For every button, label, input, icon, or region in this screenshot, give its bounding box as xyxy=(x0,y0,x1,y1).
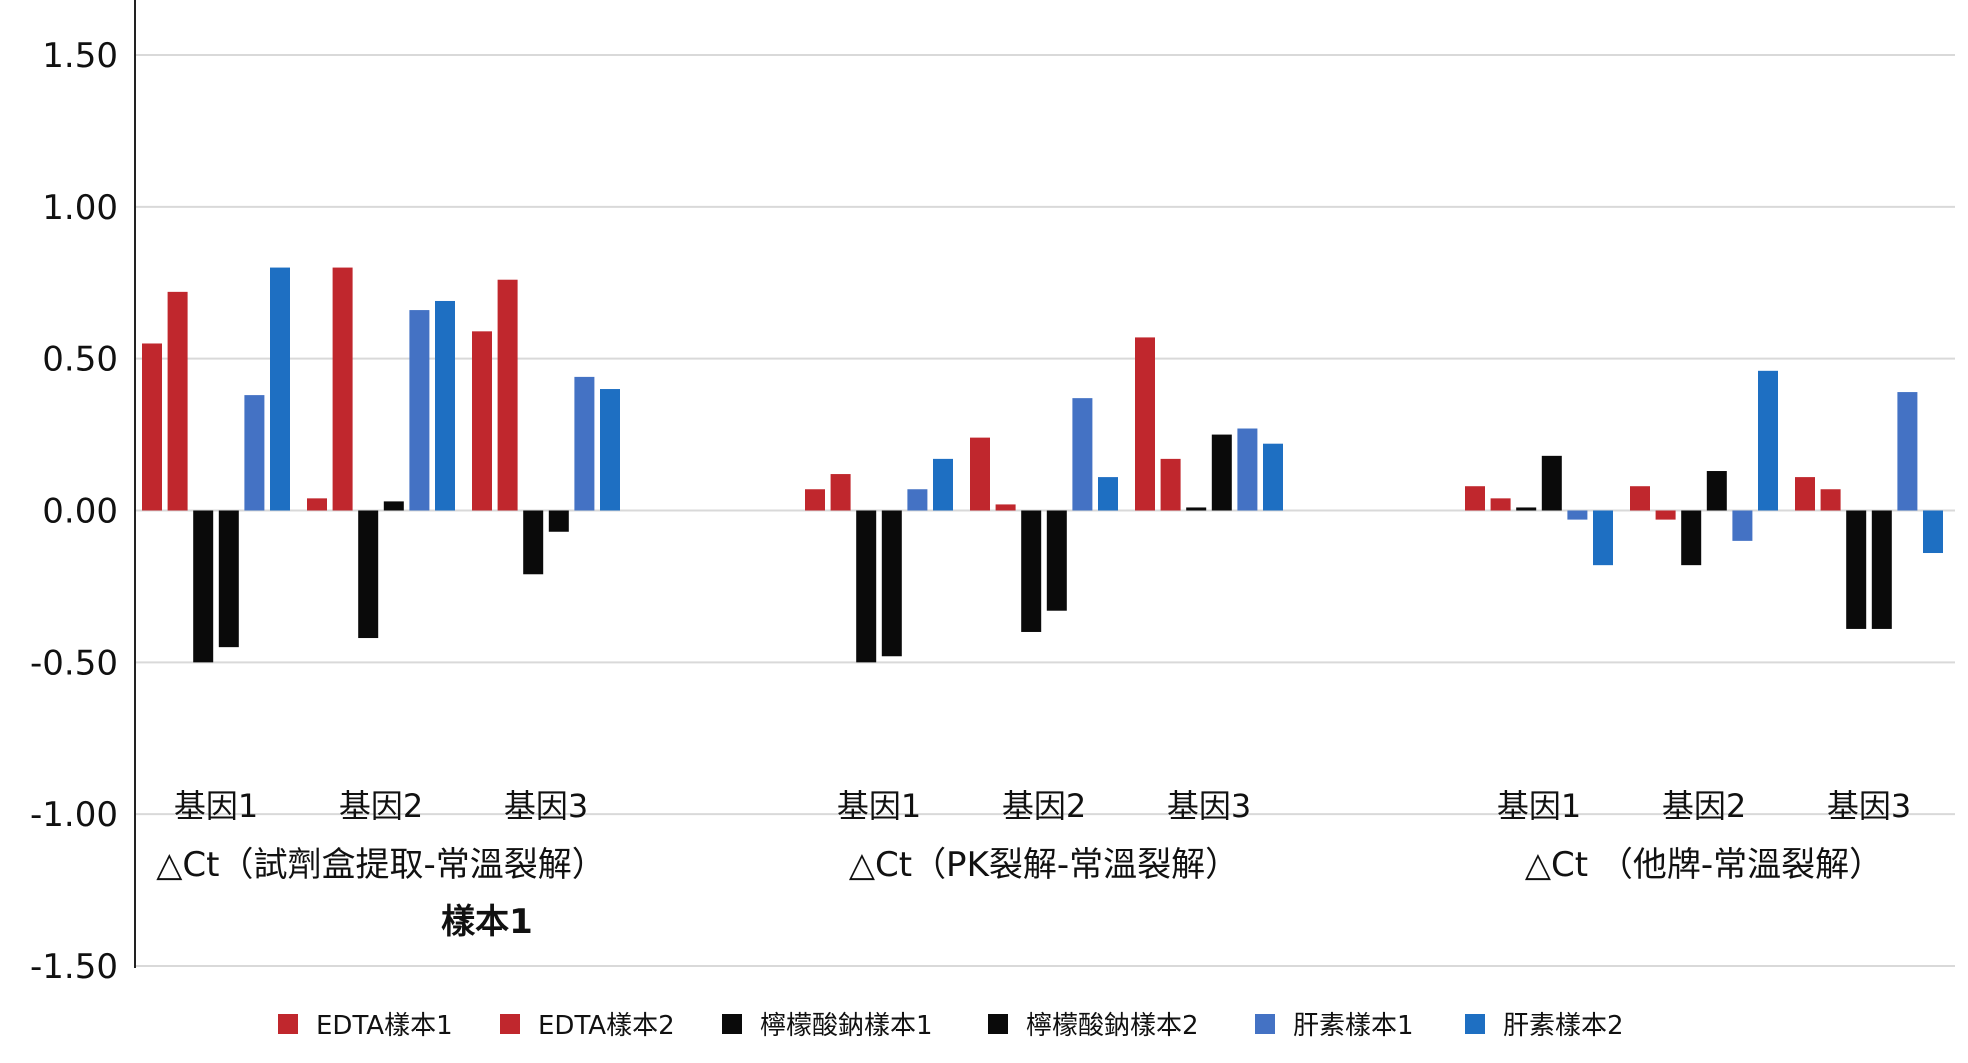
bars xyxy=(142,267,1943,663)
bar-1-2-2 xyxy=(332,267,353,511)
bar-2-1-6 xyxy=(933,458,953,511)
bar-3-3-2 xyxy=(1820,489,1841,511)
bar-2-2-1 xyxy=(970,437,990,511)
group-labels: △Ct（試劑盒提取-常溫裂解） △Ct（PK裂解-常溫裂解） △Ct （他牌-常溫裂… xyxy=(156,845,1883,885)
legend-label: 肝素樣本1 xyxy=(1293,1011,1414,1041)
category-label: 基因3 xyxy=(1827,787,1911,825)
bar-3-2-6 xyxy=(1758,370,1778,511)
category-label: 基因1 xyxy=(1497,787,1581,825)
legend: EDTA樣本1 EDTA樣本2 檸檬酸鈉樣本1 檸檬酸鈉樣本2 肝素樣本1 肝素樣本2 xyxy=(278,1011,1624,1041)
bar-3-2-4 xyxy=(1706,471,1727,511)
bar-2-1-3 xyxy=(856,510,877,663)
legend-label: 肝素樣本2 xyxy=(1503,1011,1624,1041)
bar-2-3-5 xyxy=(1237,428,1258,511)
category-label: 基因1 xyxy=(837,787,921,825)
legend-swatch xyxy=(500,1014,520,1034)
bar-2-3-1 xyxy=(1135,337,1155,511)
legend-label: 檸檬酸鈉樣本2 xyxy=(1026,1011,1199,1041)
bar-3-3-4 xyxy=(1871,510,1892,629)
legend-swatch xyxy=(278,1014,298,1034)
bar-3-3-1 xyxy=(1795,477,1815,511)
category-labels: 基因1 基因2 基因3 基因1 基因2 基因3 基因1 基因2 基因3 xyxy=(174,787,1911,825)
bar-1-1-3 xyxy=(193,510,214,663)
group-label: △Ct（PK裂解-常溫裂解） xyxy=(849,845,1239,885)
legend-label: 檸檬酸鈉樣本1 xyxy=(760,1011,933,1041)
bar-3-3-3 xyxy=(1846,510,1867,629)
bar-1-1-4 xyxy=(218,510,239,648)
legend-swatch xyxy=(1465,1014,1485,1034)
bar-2-3-4 xyxy=(1211,434,1232,511)
bar-2-1-5 xyxy=(907,489,928,511)
y-tick-label: -1.50 xyxy=(30,947,118,987)
category-label: 基因3 xyxy=(504,787,588,825)
y-tick-label: 1.50 xyxy=(42,36,118,76)
bar-3-1-4 xyxy=(1541,455,1562,511)
bar-3-1-5 xyxy=(1567,510,1588,520)
bar-1-1-1 xyxy=(142,343,162,511)
category-label: 基因2 xyxy=(339,787,423,825)
bar-3-3-5 xyxy=(1897,392,1918,511)
category-label: 基因3 xyxy=(1167,787,1251,825)
bar-3-3-6 xyxy=(1923,510,1943,554)
bar-3-2-1 xyxy=(1630,486,1650,511)
legend-label: EDTA樣本1 xyxy=(316,1011,453,1041)
bar-3-1-3 xyxy=(1516,507,1537,511)
group-label: △Ct（試劑盒提取-常溫裂解） xyxy=(156,845,606,885)
legend-swatch xyxy=(1255,1014,1275,1034)
bar-1-1-5 xyxy=(244,395,265,511)
bar-1-3-1 xyxy=(472,331,492,511)
legend-swatch xyxy=(988,1014,1008,1034)
y-tick-label: -0.50 xyxy=(30,643,118,683)
y-tick-label: -1.00 xyxy=(30,795,118,835)
bar-2-3-6 xyxy=(1263,443,1283,511)
bar-1-2-4 xyxy=(383,501,404,511)
y-tick-label: 1.00 xyxy=(42,188,118,228)
legend-label: EDTA樣本2 xyxy=(538,1011,675,1041)
bar-3-2-5 xyxy=(1732,510,1753,541)
bar-3-1-2 xyxy=(1490,498,1511,511)
y-axis-tick-labels: 1.50 1.00 0.50 0.00 -0.50 -1.00 -1.50 xyxy=(30,36,118,987)
bar-2-1-2 xyxy=(830,474,851,511)
bar-3-2-2 xyxy=(1655,510,1676,520)
y-tick-label: 0.50 xyxy=(42,340,118,380)
category-label: 基因1 xyxy=(174,787,258,825)
group-label: △Ct （他牌-常溫裂解） xyxy=(1525,845,1883,885)
bar-2-3-3 xyxy=(1186,507,1207,511)
bar-2-1-1 xyxy=(805,489,825,511)
bar-1-2-5 xyxy=(409,310,430,511)
bar-2-3-2 xyxy=(1160,458,1181,511)
category-label: 基因2 xyxy=(1662,787,1746,825)
y-tick-label: 0.00 xyxy=(42,492,118,532)
bar-1-1-6 xyxy=(270,267,290,511)
bar-3-1-1 xyxy=(1465,486,1485,511)
bar-2-2-2 xyxy=(995,504,1016,511)
bar-2-1-4 xyxy=(881,510,902,657)
chart-subtitle: 樣本1 xyxy=(441,902,533,942)
bar-1-3-2 xyxy=(497,279,518,511)
bar-2-2-6 xyxy=(1098,477,1118,511)
bar-1-2-1 xyxy=(307,498,327,511)
bar-1-3-3 xyxy=(523,510,544,575)
bar-1-3-5 xyxy=(574,376,595,511)
bar-3-2-3 xyxy=(1681,510,1702,566)
bar-2-2-5 xyxy=(1072,398,1093,511)
bar-1-2-3 xyxy=(358,510,379,639)
bar-3-1-6 xyxy=(1593,510,1613,566)
category-label: 基因2 xyxy=(1002,787,1086,825)
bar-1-3-6 xyxy=(600,389,620,511)
bar-1-1-2 xyxy=(167,291,188,511)
bar-2-2-4 xyxy=(1046,510,1067,611)
bar-1-2-6 xyxy=(435,300,455,511)
bar-2-2-3 xyxy=(1021,510,1042,632)
legend-swatch xyxy=(722,1014,742,1034)
bar-1-3-4 xyxy=(548,510,569,532)
